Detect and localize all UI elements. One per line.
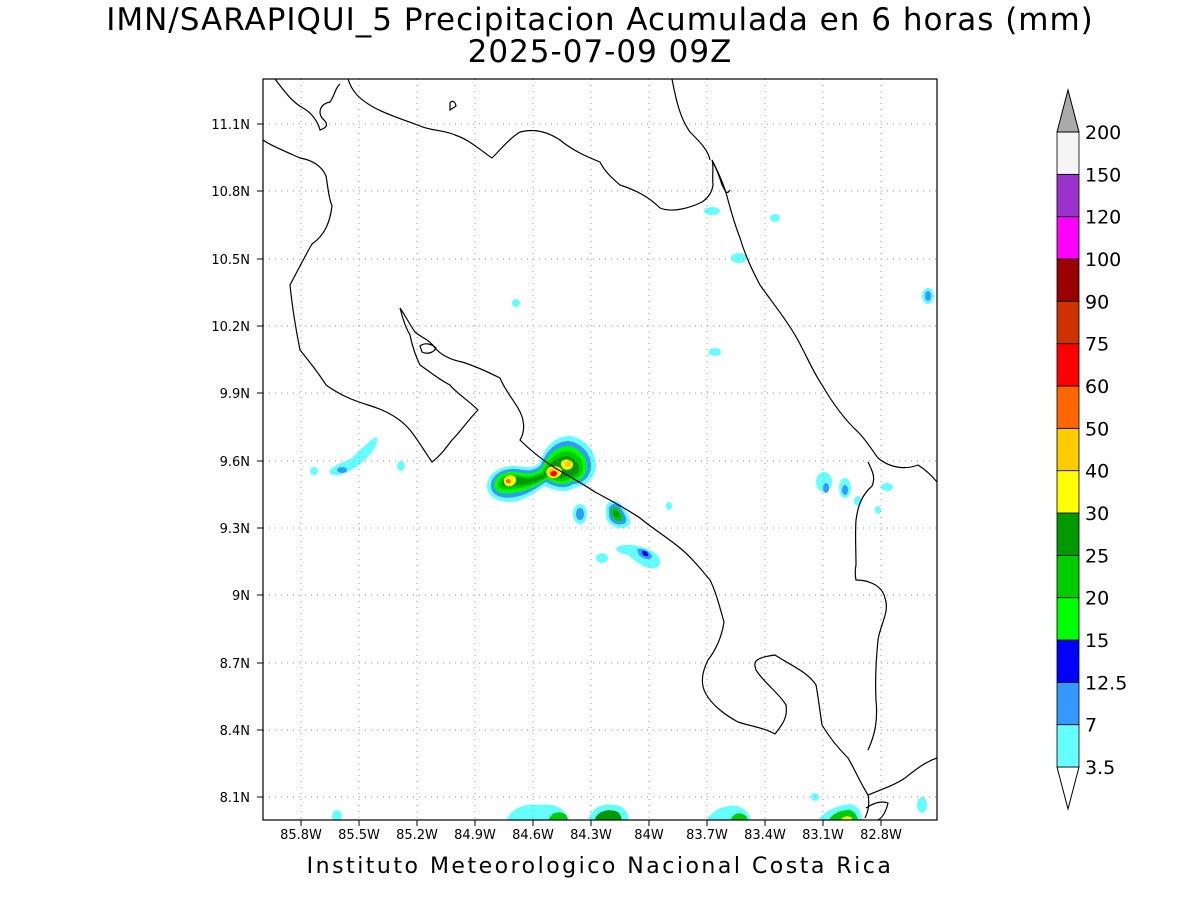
colorbar-segment: [1056, 597, 1080, 641]
lon-tick-label: 85.5W: [338, 828, 380, 843]
colorbar-label: 120: [1085, 207, 1121, 229]
colorbar-segment: [1056, 681, 1080, 726]
lat-tick-label: 9.3N: [220, 522, 250, 537]
colorbar-high-triangle: [1056, 88, 1080, 133]
colorbar-label: 75: [1085, 334, 1109, 356]
colorbar-label: 40: [1085, 461, 1109, 483]
colorbar-label: 20: [1085, 588, 1109, 610]
lat-tick-label: 8.1N: [220, 791, 250, 806]
map-title: IMN/SARAPIQUI_5 Precipitacion Acumulada …: [106, 2, 1094, 38]
colorbar-segment: [1056, 343, 1080, 387]
colorbar-label: 90: [1085, 291, 1109, 313]
colorbar-label: 30: [1085, 503, 1109, 525]
map-grid: [263, 79, 937, 820]
colorbar-label: 60: [1085, 376, 1109, 398]
colorbar-segment: [1056, 512, 1080, 556]
rain-cell: [486, 436, 597, 502]
colorbar-label: 150: [1085, 164, 1121, 186]
lat-tick-label: 10.8N: [211, 185, 250, 200]
coastlines: [263, 79, 937, 820]
lon-tick-label: 85.2W: [396, 828, 438, 843]
footer-credit: Instituto Meteorologico Nacional Costa R…: [306, 854, 894, 879]
colorbar-label: 7: [1085, 715, 1097, 737]
lon-tick-label: 84W: [634, 828, 664, 843]
colorbar-label: 100: [1085, 249, 1121, 271]
colorbar-segment: [1056, 724, 1080, 768]
colorbar-label: 25: [1085, 545, 1109, 567]
colorbar-segment: [1056, 385, 1080, 429]
plot-frame: [262, 78, 938, 821]
lon-tick-label: 85.8W: [280, 828, 322, 843]
colorbar-segment: [1056, 554, 1080, 599]
lon-axis: 85.8W 85.5W 85.2W 84.9W 84.6W 84.3W 84W …: [280, 828, 902, 843]
colorbar: 3.5 7 12.5 15 20 25 30 40 50 60 75 90 100 120 150 200: [1056, 88, 1127, 811]
rain-cell: [573, 504, 587, 524]
lon-tick-label: 83.1W: [802, 828, 844, 843]
rain-cell: [310, 437, 405, 476]
lon-tick-label: 82.8W: [860, 828, 902, 843]
colorbar-low-triangle: [1056, 766, 1080, 811]
lat-tick-label: 9.6N: [220, 455, 250, 470]
colorbar-segment: [1056, 300, 1080, 345]
rain-cell: [512, 207, 934, 356]
lat-tick-label: 10.5N: [211, 253, 250, 268]
map-datetime: 2025-07-09 09Z: [467, 34, 733, 70]
lat-tick-label: 8.7N: [220, 657, 250, 672]
lon-tick-label: 83.4W: [744, 828, 786, 843]
colorbar-segment: [1056, 216, 1080, 260]
colorbar-label: 12.5: [1085, 672, 1127, 694]
lon-tick-label: 84.3W: [570, 828, 612, 843]
lat-tick-label: 10.2N: [211, 320, 250, 335]
colorbar-segment: [1056, 427, 1080, 472]
colorbar-segment: [1056, 258, 1080, 302]
rain-cell: [332, 793, 927, 820]
lat-tick-label: 11.1N: [211, 118, 250, 133]
colorbar-label: 200: [1085, 122, 1121, 144]
lon-tick-label: 84.6W: [512, 828, 554, 843]
lat-tick-label: 9N: [232, 589, 250, 604]
lat-axis: 11.1N 10.8N 10.5N 10.2N 9.9N 9.6N 9.3N 9…: [211, 118, 250, 806]
rain-cell: [606, 500, 631, 528]
lon-tick-label: 83.7W: [686, 828, 728, 843]
colorbar-label: 15: [1085, 630, 1109, 652]
colorbar-label: 50: [1085, 418, 1109, 440]
precipitation-field: [310, 207, 934, 820]
rain-cell: [596, 544, 661, 569]
lon-tick-label: 84.9W: [454, 828, 496, 843]
colorbar-segment: [1056, 131, 1080, 175]
colorbar-label: 3.5: [1085, 757, 1115, 779]
lat-tick-label: 8.4N: [220, 724, 250, 739]
colorbar-segment: [1056, 639, 1080, 683]
axis-ticks: [257, 123, 882, 826]
lat-tick-label: 9.9N: [220, 387, 250, 402]
colorbar-segment: [1056, 470, 1080, 514]
colorbar-segment: [1056, 173, 1080, 218]
